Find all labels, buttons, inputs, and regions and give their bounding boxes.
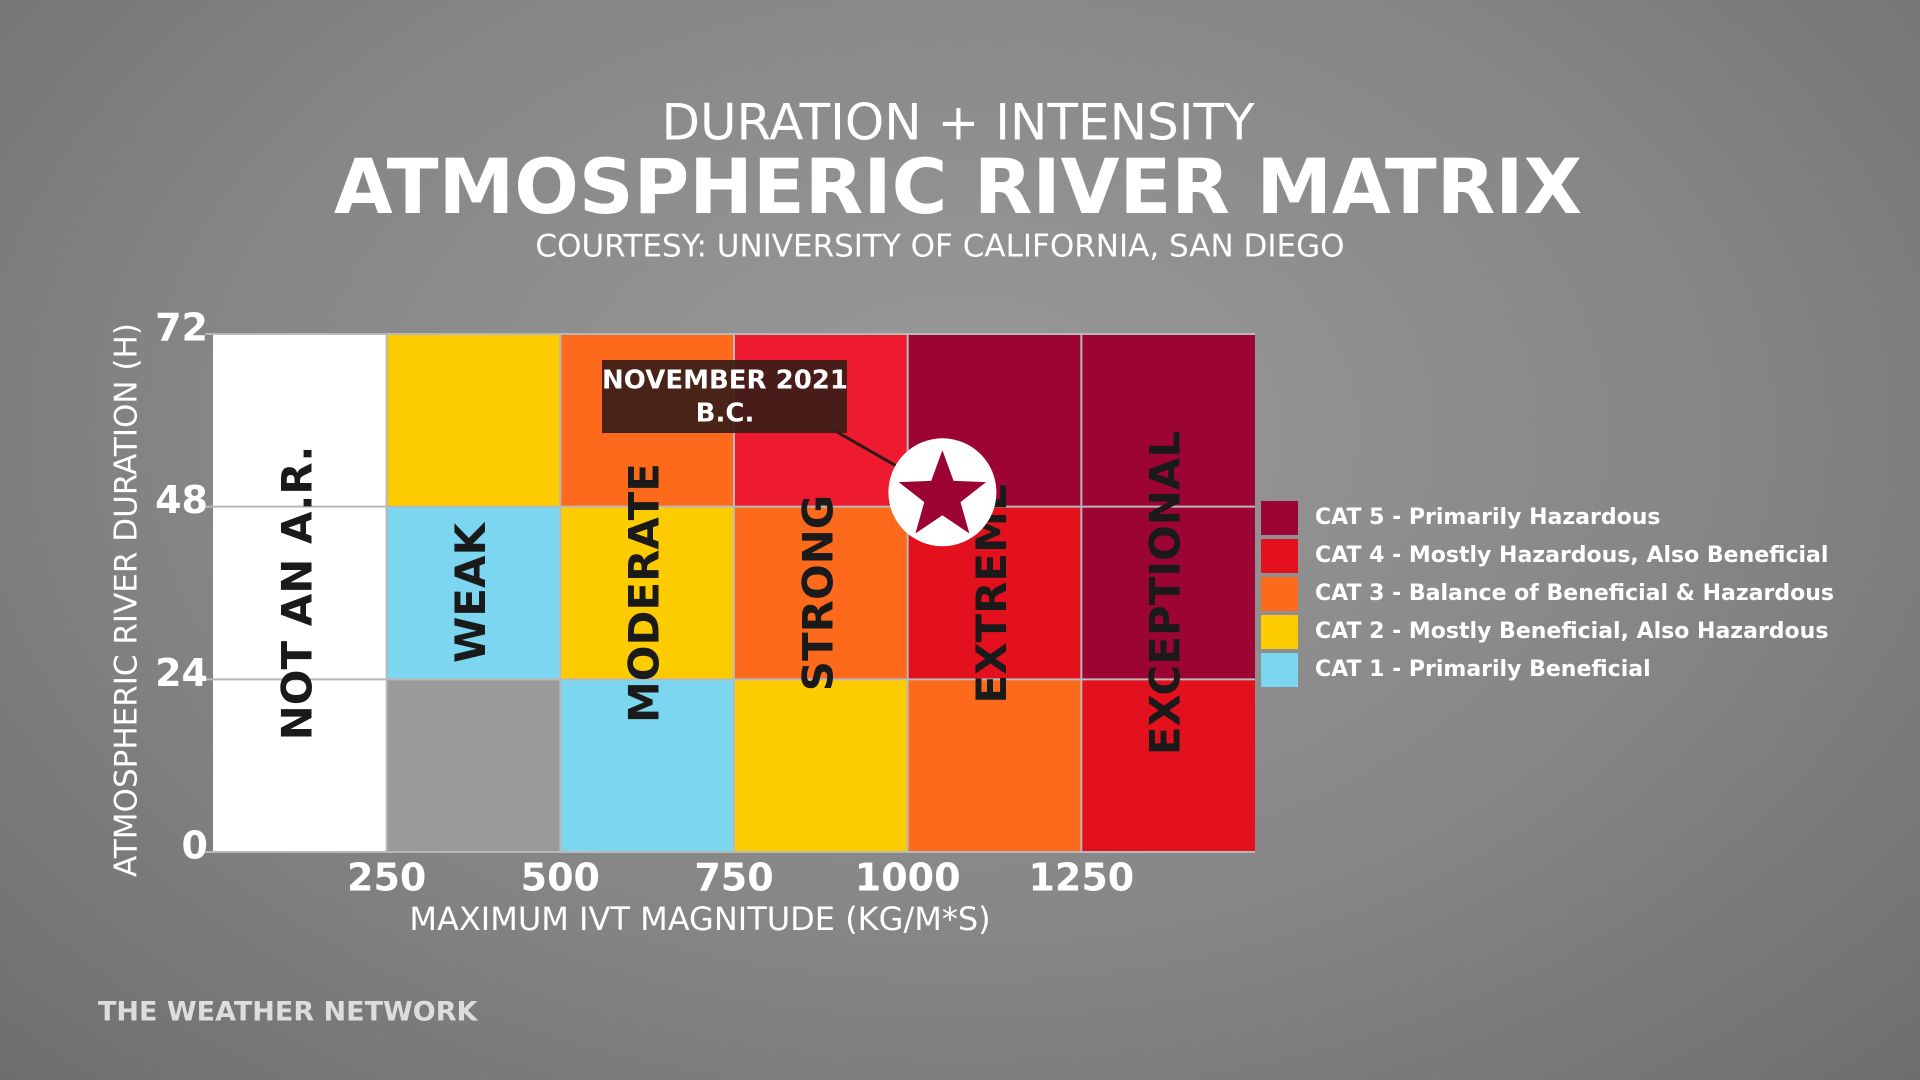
annotation-text: B.C. [696, 399, 755, 429]
cell [213, 334, 387, 507]
cell [386, 334, 561, 507]
annotation-text: NOVEMBER 2021 [602, 366, 848, 396]
y-tick-label: 48 [155, 478, 208, 522]
column-label: MODERATE [620, 463, 669, 723]
cell [386, 506, 561, 680]
event-marker [888, 438, 997, 547]
cell [1081, 334, 1255, 507]
cell [213, 506, 387, 680]
column-label: STRONG [793, 495, 842, 692]
cell [734, 679, 908, 852]
cell [907, 679, 1082, 852]
subtitle: COURTESY: UNIVERSITY OF CALIFORNIA, SAN … [535, 229, 1344, 265]
annotation-box [602, 360, 847, 433]
cell [560, 506, 734, 680]
legend-swatch [1261, 653, 1298, 687]
column-label: NOT AN A.R. [272, 446, 321, 741]
legend-label: CAT 4 - Mostly Hazardous, Also Beneficia… [1315, 543, 1828, 568]
legend-label: CAT 1 - Primarily Beneficial [1315, 657, 1651, 682]
cell [386, 679, 561, 852]
cell [1081, 679, 1255, 852]
column-label: WEAK [446, 522, 495, 664]
x-tick-label: 250 [347, 856, 426, 900]
chart-title: ATMOSPHERIC RIVER MATRIX [334, 142, 1582, 231]
y-axis-label: ATMOSPHERIC RIVER DURATION (H) [109, 323, 145, 877]
cell [560, 679, 734, 852]
legend-swatch [1261, 539, 1298, 573]
x-tick-label: 500 [521, 856, 600, 900]
cell [213, 679, 387, 852]
footer: THE WEATHER NETWORK [98, 997, 479, 1028]
y-tick-label: 24 [155, 651, 208, 695]
legend-swatch [1261, 615, 1298, 649]
legend-swatch [1261, 501, 1298, 535]
legend-label: CAT 2 - Mostly Beneficial, Also Hazardou… [1315, 619, 1828, 644]
column-label: EXCEPTIONAL [1141, 431, 1190, 755]
legend-label: CAT 5 - Primarily Hazardous [1315, 505, 1660, 530]
y-tick-label: 0 [182, 824, 208, 868]
cell [734, 506, 908, 680]
legend-label: CAT 3 - Balance of Beneficial & Hazardou… [1315, 581, 1834, 606]
marker-star [898, 450, 987, 534]
legend-swatch [1261, 577, 1298, 611]
x-tick-label: 1000 [855, 856, 961, 900]
x-tick-label: 750 [694, 856, 773, 900]
y-tick-label: 72 [155, 306, 208, 350]
x-axis-label: MAXIMUM IVT MAGNITUDE (KG/M*S) [409, 900, 990, 938]
cell [1081, 506, 1255, 680]
supertitle: DURATION + INTENSITY [661, 94, 1255, 152]
x-tick-label: 1250 [1028, 856, 1134, 900]
